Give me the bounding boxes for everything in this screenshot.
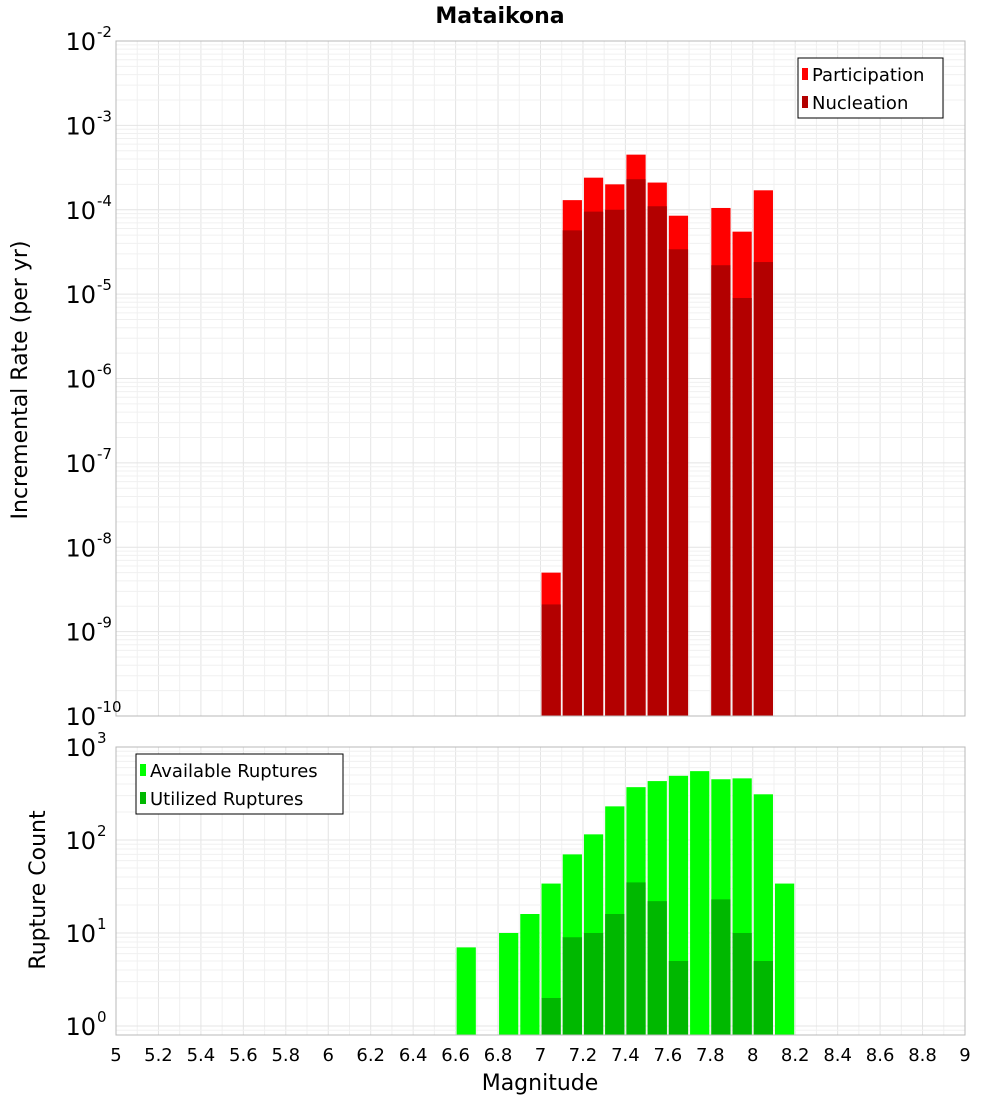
top-bar-nucleation bbox=[605, 209, 625, 716]
bottom-legend-label: Available Ruptures bbox=[150, 761, 318, 782]
bottom-plot-area: 10 010 110 210 35 5.2 5.4 5.6 5.8 6 6.2 6.4 6.6 6.8 7 7… bbox=[65, 729, 970, 1066]
x-tick-label: 7 bbox=[535, 1045, 546, 1066]
top-legend-swatch bbox=[802, 96, 808, 108]
bottom-y-tick-label: 10 bbox=[65, 734, 96, 762]
x-tick-label: 5.4 bbox=[187, 1045, 216, 1066]
x-tick-label: 8.8 bbox=[908, 1045, 937, 1066]
bottom-bar-available-ruptures bbox=[520, 914, 540, 1035]
bottom-bar-available-ruptures bbox=[690, 771, 710, 1035]
x-tick-label: 6.4 bbox=[399, 1045, 428, 1066]
top-y-tick-exponent: -10 bbox=[97, 698, 122, 716]
bottom-bar-available-ruptures bbox=[774, 883, 795, 1035]
top-legend: Participation Nucleation bbox=[797, 57, 944, 119]
x-tick-label: 7.8 bbox=[696, 1045, 725, 1066]
bottom-bar-utilized-ruptures bbox=[647, 901, 667, 1035]
bottom-legend-swatch bbox=[140, 764, 146, 776]
chart-title: Mataikona bbox=[435, 4, 564, 29]
top-y-tick-exponent: -6 bbox=[97, 361, 112, 379]
x-tick-label: 5 bbox=[110, 1045, 121, 1066]
x-tick-label: 8.4 bbox=[823, 1045, 852, 1066]
top-plot-frame bbox=[115, 40, 966, 717]
bottom-bar-utilized-ruptures bbox=[753, 960, 773, 1035]
top-bar-nucleation bbox=[647, 206, 667, 716]
x-tick-label: 6.8 bbox=[484, 1045, 513, 1066]
top-y-tick-exponent: -4 bbox=[97, 192, 112, 210]
bottom-y-tick-label: 10 bbox=[65, 827, 96, 855]
x-tick-label: 8 bbox=[747, 1045, 758, 1066]
top-y-tick-label: 10 bbox=[65, 112, 96, 140]
bottom-y-tick-exponent: 0 bbox=[97, 1008, 107, 1026]
bottom-bar-utilized-ruptures bbox=[562, 937, 582, 1035]
x-tick-label: 5.2 bbox=[144, 1045, 173, 1066]
x-tick-label: 6.6 bbox=[441, 1045, 470, 1066]
top-bar-nucleation bbox=[668, 249, 689, 716]
top-y-tick-label: 10 bbox=[65, 281, 96, 309]
top-y-tick-exponent: -2 bbox=[97, 23, 112, 41]
top-bar-nucleation bbox=[732, 297, 752, 716]
bottom-bar-available-ruptures bbox=[456, 947, 476, 1035]
top-y-tick-exponent: -3 bbox=[97, 107, 112, 125]
top-bar-nucleation bbox=[626, 179, 646, 716]
top-bar-nucleation bbox=[541, 604, 561, 716]
bottom-bar-utilized-ruptures bbox=[541, 997, 561, 1035]
bottom-bar-utilized-ruptures bbox=[711, 899, 731, 1035]
x-tick-label: 7.2 bbox=[569, 1045, 598, 1066]
bottom-bar-available-ruptures bbox=[541, 883, 561, 1035]
top-bar-nucleation bbox=[753, 262, 773, 716]
x-tick-label: 9 bbox=[959, 1045, 970, 1066]
bottom-legend-swatch bbox=[140, 792, 146, 804]
top-y-tick-exponent: -8 bbox=[97, 529, 112, 547]
top-legend-label: Nucleation bbox=[812, 93, 908, 114]
top-y-tick-exponent: -5 bbox=[97, 276, 112, 294]
x-axis-label: Magnitude bbox=[482, 1071, 599, 1096]
top-bar-nucleation bbox=[583, 211, 604, 716]
x-tick-label: 5.8 bbox=[271, 1045, 300, 1066]
bottom-y-tick-label: 10 bbox=[65, 1013, 96, 1041]
bottom-legend-box bbox=[135, 753, 344, 815]
x-tick-label: 5.6 bbox=[229, 1045, 258, 1066]
top-y-tick-label: 10 bbox=[65, 366, 96, 394]
bottom-y-tick-exponent: 1 bbox=[97, 915, 107, 933]
top-y-tick-label: 10 bbox=[65, 28, 96, 56]
x-tick-label: 7.4 bbox=[611, 1045, 640, 1066]
bottom-bar-utilized-ruptures bbox=[583, 932, 604, 1035]
bottom-bar-available-ruptures bbox=[499, 932, 519, 1035]
bottom-y-tick-exponent: 3 bbox=[97, 729, 107, 747]
bottom-bar-utilized-ruptures bbox=[605, 914, 625, 1035]
x-tick-label: 6 bbox=[323, 1045, 334, 1066]
bottom-bar-utilized-ruptures bbox=[626, 882, 646, 1035]
top-legend-label: Participation bbox=[812, 65, 924, 86]
x-tick-label: 8.6 bbox=[866, 1045, 895, 1066]
top-y-tick-exponent: -7 bbox=[97, 445, 112, 463]
top-y-tick-exponent: -9 bbox=[97, 614, 112, 632]
top-legend-box bbox=[797, 57, 944, 119]
top-y-tick-label: 10 bbox=[65, 619, 96, 647]
top-bar-nucleation bbox=[711, 265, 731, 716]
bottom-bar-utilized-ruptures bbox=[668, 960, 689, 1035]
x-tick-label: 7.6 bbox=[654, 1045, 683, 1066]
bottom-legend-label: Utilized Ruptures bbox=[150, 789, 303, 810]
x-tick-label: 8.2 bbox=[781, 1045, 810, 1066]
bottom-bar-utilized-ruptures bbox=[732, 932, 752, 1035]
bottom-y-tick-exponent: 2 bbox=[97, 822, 107, 840]
top-bar-nucleation bbox=[562, 230, 582, 716]
x-tick-label: 6.2 bbox=[356, 1045, 385, 1066]
top-y-axis-label: Incremental Rate (per yr) bbox=[8, 241, 33, 520]
top-y-tick-label: 10 bbox=[65, 197, 96, 225]
top-y-tick-label: 10 bbox=[65, 534, 96, 562]
top-legend-swatch bbox=[802, 68, 808, 80]
top-y-tick-label: 10 bbox=[65, 450, 96, 478]
bottom-legend: Available Ruptures Utilized Ruptures bbox=[135, 753, 344, 815]
bottom-plot-frame bbox=[115, 746, 966, 1036]
top-y-tick-label: 10 bbox=[65, 703, 96, 731]
bottom-y-tick-label: 10 bbox=[65, 920, 96, 948]
bottom-y-axis-label: Rupture Count bbox=[26, 810, 51, 970]
